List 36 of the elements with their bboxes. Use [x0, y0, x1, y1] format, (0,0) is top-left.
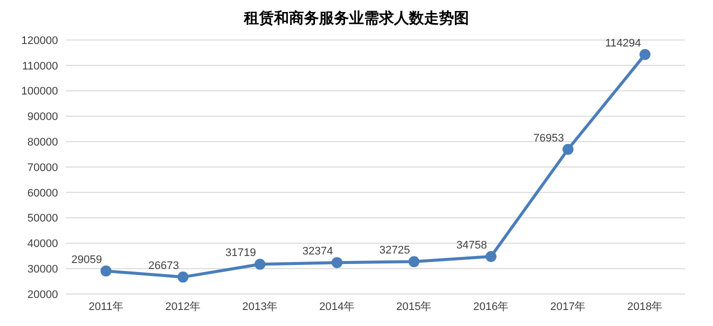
x-tick-label: 2015年: [396, 300, 432, 313]
point: [408, 256, 420, 268]
point: [254, 258, 266, 270]
y-tick-label: 50000: [27, 212, 58, 225]
point: [562, 144, 574, 155]
x-tick-label: 2016年: [473, 300, 509, 313]
y-tick-label: 100000: [21, 86, 58, 98]
y-tick-label: 40000: [27, 238, 58, 250]
data-label: 26673: [148, 260, 179, 272]
x-tick-label: 2013年: [242, 300, 278, 313]
x-tick-label: 2012年: [165, 300, 201, 313]
y-tick-label: 60000: [27, 187, 58, 200]
data-label: 32374: [302, 246, 333, 258]
y-tick-label: 80000: [27, 136, 58, 149]
y-tick-label: 20000: [27, 288, 58, 301]
point: [332, 257, 342, 268]
data-label: 32725: [379, 244, 410, 257]
y-tick-label: 70000: [27, 162, 58, 174]
x-tick-label: 2018年: [627, 300, 663, 313]
x-tick-label: 2017年: [550, 300, 586, 313]
data-label: 34758: [456, 240, 487, 252]
point: [100, 265, 112, 276]
x-tick-label: 2014年: [319, 300, 355, 313]
data-label: 31719: [225, 247, 256, 260]
point: [486, 251, 496, 262]
y-tick-label: 90000: [27, 111, 58, 124]
x-tick-label: 2011年: [88, 300, 124, 313]
y-tick-label: 110000: [22, 60, 58, 72]
data-label: 76953: [533, 132, 564, 144]
chart-title: 租赁和商务服务业需求人数走势图: [242, 9, 470, 29]
point: [178, 272, 188, 283]
point: [640, 48, 650, 60]
data-label: 29059: [71, 254, 102, 266]
y-tick-label: 120000: [21, 34, 58, 47]
y-tick-label: 30000: [27, 264, 58, 276]
data-label: 114294: [605, 37, 641, 50]
